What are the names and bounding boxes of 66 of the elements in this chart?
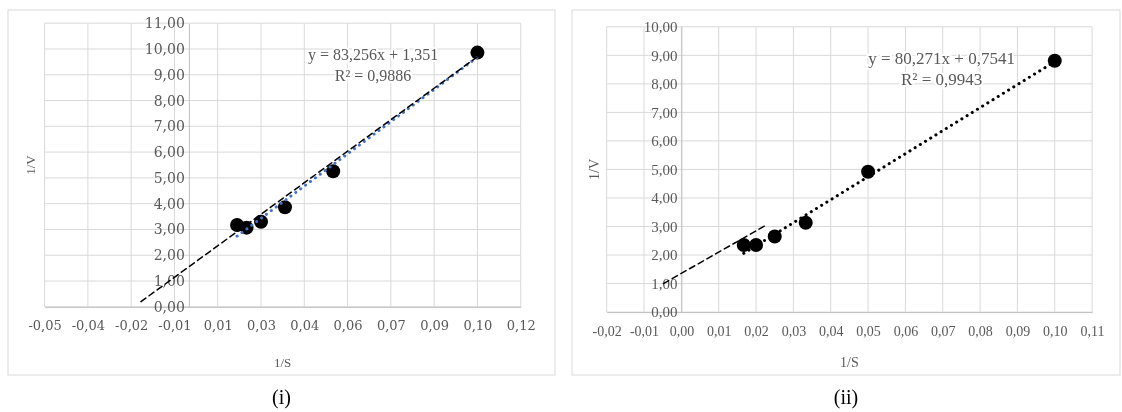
x-tick-label: 0,08	[968, 324, 993, 340]
y-tick-label: 0,00	[153, 298, 185, 315]
point	[861, 164, 876, 179]
y-tick-label: 10,00	[144, 40, 185, 57]
y-tick-label: 0,00	[651, 304, 678, 321]
point	[1047, 53, 1062, 68]
point	[749, 238, 764, 253]
y-tick-label: 7,00	[153, 118, 185, 135]
y-tick-label: 5,00	[153, 169, 185, 186]
annotation: y = 83,256x + 1,351	[308, 46, 439, 65]
y-tick-label: 10,00	[643, 19, 678, 36]
y-tick-label: 8,00	[651, 76, 678, 93]
point	[798, 215, 813, 230]
text: (i)	[272, 386, 291, 409]
x-tick-label: -0,01	[629, 324, 660, 340]
y-tick-label: 9,00	[153, 66, 185, 83]
y-tick-label: 2,00	[153, 247, 185, 264]
x-axis-title: 1/S	[840, 355, 859, 370]
y-axis-title: 1/V	[23, 154, 38, 175]
x-axis-title: 1/S	[273, 355, 292, 370]
y-tick-label: 5,00	[651, 161, 678, 178]
y-tick-label: 4,00	[153, 195, 185, 212]
x-tick-label: 0,09	[1005, 324, 1031, 340]
x-tick-label: 0,03	[781, 324, 807, 340]
y-tick-label: 8,00	[153, 92, 185, 109]
y-tick-label: 1,00	[153, 273, 185, 289]
x-tick-label: -0,02	[592, 324, 622, 340]
y-tick-label: 4,00	[651, 190, 678, 207]
y-tick-label: 3,00	[153, 221, 185, 238]
y-tick-label: 2,00	[651, 247, 678, 264]
annotation: R² = 0,9886	[334, 67, 412, 85]
x-tick-label: -0,02	[114, 318, 149, 334]
x-tick-label: 0,12	[506, 318, 536, 334]
x-tick-label: 0,03	[247, 318, 276, 334]
x-tick-label: 0,01	[706, 324, 732, 340]
x-tick-label: -0,05	[28, 318, 62, 334]
annotation: y = 80,271x + 0,7541	[868, 48, 1015, 68]
y-tick-label: 1,00	[651, 275, 678, 292]
x-tick-label: 0,06	[893, 324, 919, 340]
x-tick-label: 0,01	[203, 318, 233, 334]
y-tick-label: 6,00	[153, 144, 185, 161]
point	[470, 45, 485, 60]
x-tick-label: 0,06	[333, 318, 363, 334]
x-tick-label: 0,04	[290, 318, 320, 334]
text: (ii)	[833, 386, 859, 409]
y-tick-label: 6,00	[651, 133, 678, 150]
y-tick-label: 9,00	[651, 47, 678, 64]
x-tick-label: 0,10	[1043, 324, 1068, 340]
x-tick-label: 0,00	[669, 324, 695, 340]
x-tick-label: -0,04	[71, 318, 106, 334]
x-tick-label: 0,07	[376, 318, 406, 334]
y-tick-label: 3,00	[651, 218, 678, 235]
x-tick-label: 0,07	[931, 324, 956, 340]
point	[277, 200, 292, 215]
x-tick-label: 0,09	[420, 318, 450, 334]
x-tick-label: 0,05	[856, 324, 881, 340]
x-tick-label: 0,02	[744, 324, 769, 340]
x-tick-label: -0,01	[158, 318, 192, 334]
x-tick-label: 0,10	[463, 318, 493, 334]
annotation: R² = 0,9943	[900, 69, 983, 89]
x-tick-label: 0,04	[818, 324, 844, 340]
y-tick-label: 7,00	[651, 104, 678, 121]
y-axis-title: 1/V	[587, 158, 602, 180]
y-tick-label: 11,00	[144, 15, 185, 32]
point	[326, 164, 341, 179]
x-tick-label: 0,11	[1080, 324, 1105, 340]
